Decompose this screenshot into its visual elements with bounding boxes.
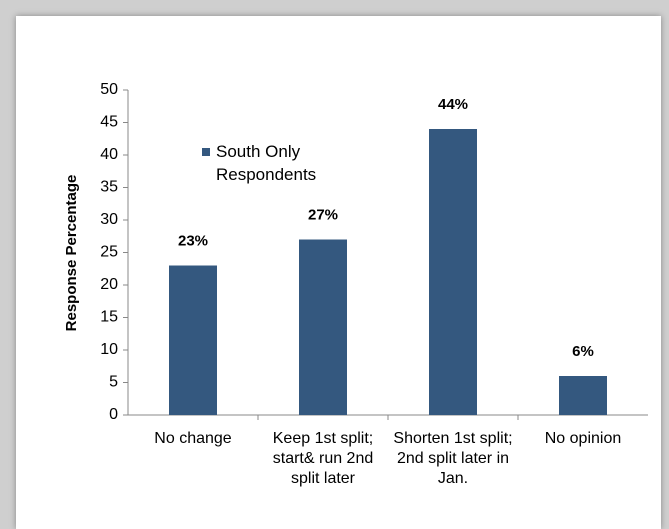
y-tick-label: 30 — [100, 211, 118, 228]
y-tick-label: 10 — [100, 341, 118, 358]
data-label: 6% — [572, 343, 594, 360]
bar — [429, 129, 477, 415]
x-tick-label: Shorten 1st split; 2nd split later in Ja… — [393, 430, 513, 487]
legend-swatch — [202, 148, 210, 156]
data-label: 44% — [438, 96, 468, 113]
legend-label: South Only Respondents — [216, 142, 317, 184]
data-label: 23% — [178, 232, 208, 249]
bar — [299, 239, 347, 415]
y-tick-label: 25 — [100, 244, 118, 261]
x-tick-label: No opinion — [544, 430, 622, 447]
y-tick-label: 40 — [100, 146, 118, 163]
y-tick-label: 0 — [109, 406, 118, 423]
y-axis-label: Response Percentage — [63, 175, 80, 332]
y-tick-label: 35 — [100, 179, 118, 196]
y-tick-label: 50 — [100, 81, 118, 98]
y-tick-label: 15 — [100, 309, 118, 326]
x-tick-label: Keep 1st split; start& run 2nd split lat… — [272, 430, 374, 487]
y-tick-label: 5 — [109, 374, 118, 391]
y-tick-label: 20 — [100, 276, 118, 293]
bar — [169, 265, 217, 415]
x-tick-label: No change — [154, 430, 232, 447]
data-label: 27% — [308, 206, 338, 223]
bar — [559, 376, 607, 415]
y-tick-label: 45 — [100, 114, 118, 131]
